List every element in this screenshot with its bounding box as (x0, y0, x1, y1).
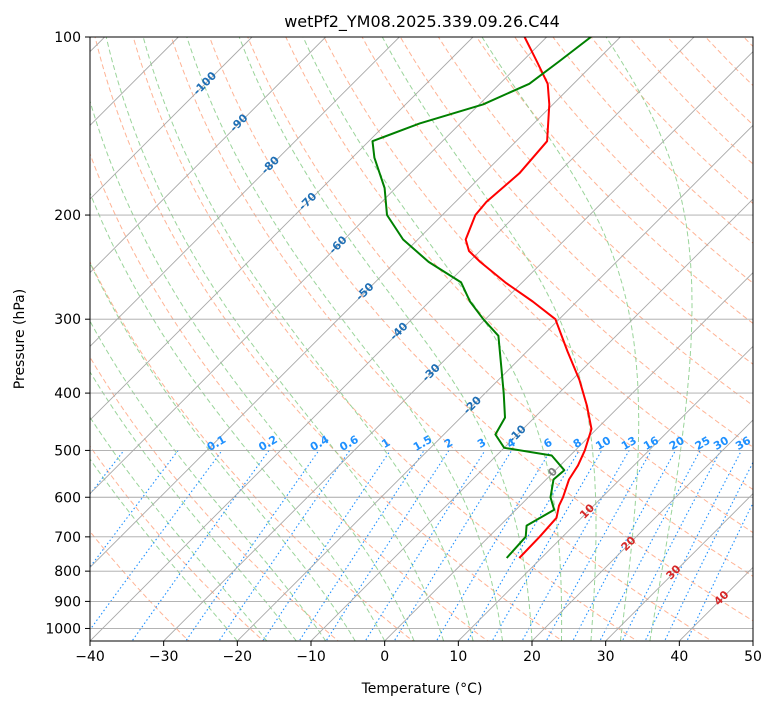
moist-adiabat-line (105, 37, 445, 641)
isotherm-line (531, 419, 753, 641)
x-tick-label: 20 (523, 649, 541, 665)
moist-adiabat-line (142, 37, 474, 641)
isotherm-line (458, 345, 753, 641)
x-tick-label: 40 (670, 649, 688, 665)
mixing-ratio-line (545, 450, 652, 641)
moist-adiabat-line (186, 37, 503, 641)
x-tick-label: −20 (223, 649, 253, 665)
y-tick-label: 700 (54, 530, 81, 546)
mixing-ratio-label: 36 (733, 434, 753, 453)
plot-frame (89, 36, 754, 642)
isotherm-line (90, 37, 400, 347)
isotherm-line (90, 37, 326, 274)
mixing-ratio-line (90, 450, 223, 631)
dry-adiabat-line (437, 37, 753, 365)
moist-adiabat-line (90, 458, 238, 641)
x-tick-label: −10 (296, 649, 326, 665)
mixing-ratio-line (218, 450, 351, 641)
mixing-ratio-line (435, 450, 552, 641)
mixing-ratio-line (393, 450, 513, 641)
sounding-profiles (371, 37, 593, 559)
mixing-ratio-line (325, 450, 450, 641)
y-tick-label: 300 (54, 312, 81, 328)
y-axis: 1000 900 800 700 600 500 400 300 200 100 (45, 30, 90, 637)
x-tick-label: 10 (449, 649, 467, 665)
isotherm-line (605, 493, 753, 641)
mixing-ratio-line (185, 450, 320, 641)
moist-adiabats (90, 37, 693, 641)
isotherm-line (237, 124, 753, 641)
temperature-profile-line (464, 37, 593, 559)
mixing-ratio-line (262, 450, 391, 641)
isotherm-line (90, 37, 474, 421)
x-tick-label: 0 (380, 649, 389, 665)
dry-adiabat-line (247, 37, 753, 577)
isotherm-line (90, 37, 253, 200)
moist-adiabat-line (302, 37, 563, 641)
isobar-grid (90, 37, 753, 629)
moist-adiabat-line (90, 320, 327, 641)
x-axis: −40 −30 −20 −10 0 10 20 30 40 50 (75, 641, 762, 665)
mixing-ratio-line (131, 450, 270, 641)
dry-adiabat-line (285, 37, 753, 534)
y-tick-label: 900 (54, 594, 81, 610)
mixing-ratio-line (466, 450, 580, 641)
isotherm-line (90, 37, 695, 641)
isotherm-line (310, 198, 753, 641)
y-tick-label: 100 (54, 30, 81, 46)
moist-adiabat-line (90, 191, 386, 641)
x-axis-label: Temperature (°C) (361, 681, 483, 697)
y-tick-label: 200 (54, 208, 81, 224)
dry-adiabat-line (170, 37, 713, 641)
moist-adiabat-line (481, 37, 640, 641)
y-axis-label: Pressure (hPa) (12, 289, 28, 389)
mixing-ratio-line (364, 450, 486, 641)
mixing-ratio-line (572, 450, 676, 641)
mixing-ratio-lines (90, 450, 753, 641)
isotherm-line (163, 51, 753, 641)
x-tick-label: 50 (744, 649, 762, 665)
moist-adiabat-line (90, 261, 356, 641)
background-lines (90, 37, 753, 641)
isotherm-line (90, 37, 621, 568)
x-tick-label: 30 (597, 649, 615, 665)
y-tick-label: 400 (54, 386, 81, 402)
moist-adiabat-line (90, 416, 268, 641)
isotherm-grid (90, 37, 753, 641)
moist-adiabat-line (381, 37, 597, 641)
chart-title: wetPf2_YM08.2025.339.09.26.C44 (284, 12, 560, 32)
y-tick-label: 800 (54, 564, 81, 580)
mixing-ratio-line (621, 450, 722, 641)
dry-adiabat-line (323, 37, 753, 491)
moist-adiabat-line (605, 37, 693, 641)
y-tick-label: 600 (54, 490, 81, 506)
y-tick-label: 1000 (45, 621, 81, 637)
dry-adiabat-line (90, 152, 489, 641)
dry-adiabat-line (361, 37, 753, 448)
dewpoint-profile-line (371, 37, 592, 559)
moist-adiabat-line (238, 37, 533, 641)
y-tick-label: 500 (54, 443, 81, 459)
x-tick-label: −30 (149, 649, 179, 665)
mixing-ratio-line (599, 450, 701, 641)
isotherm-line (384, 272, 753, 641)
x-tick-label: −40 (75, 649, 105, 665)
isotherm-line (90, 37, 547, 495)
mixing-ratio-line (298, 450, 425, 641)
